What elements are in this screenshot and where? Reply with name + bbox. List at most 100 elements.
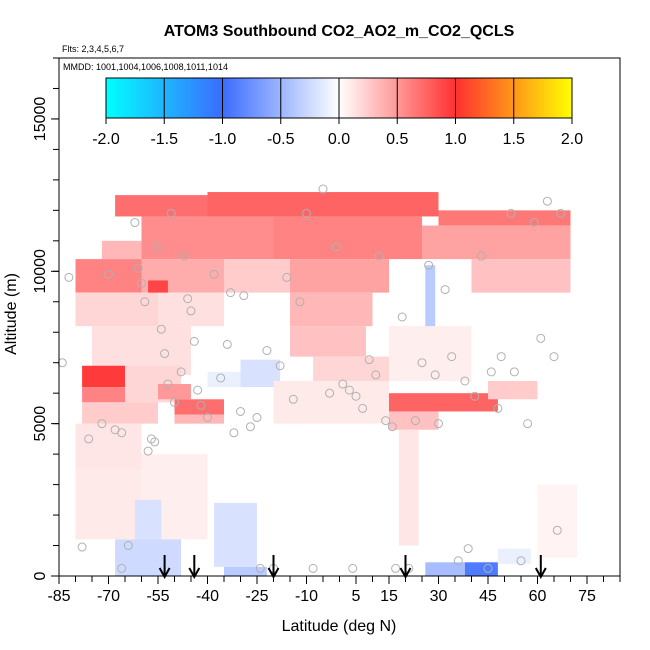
- x-axis-label: Latitude (deg N): [282, 618, 397, 635]
- colorbar-tick-label: 0.5: [386, 131, 408, 148]
- colorbar-tick-label: 1.0: [444, 131, 466, 148]
- heat-cell: [425, 562, 465, 576]
- heat-cell: [273, 216, 422, 260]
- data-point: [295, 297, 305, 307]
- data-point: [486, 367, 496, 377]
- heat-cell: [115, 539, 182, 576]
- heat-cell: [82, 387, 125, 403]
- heat-cell: [224, 566, 267, 576]
- x-tick-label: 45: [479, 588, 497, 605]
- data-point: [189, 336, 199, 346]
- data-point: [506, 208, 516, 218]
- data-point: [193, 385, 203, 395]
- y-tick-label: 10000: [32, 249, 49, 294]
- arrow-marker: [188, 555, 201, 580]
- data-point: [549, 352, 559, 362]
- data-point: [463, 544, 473, 554]
- data-point: [160, 349, 170, 359]
- data-point: [222, 339, 232, 349]
- heat-cell: [101, 240, 142, 260]
- heat-cell: [425, 265, 436, 363]
- arrow-head: [534, 567, 547, 580]
- colorbar-tick-label: 0.0: [328, 131, 350, 148]
- data-point: [302, 208, 311, 218]
- heat-cell: [158, 384, 191, 400]
- flights-label: Flts: 2,3,4,5,6,7: [62, 44, 124, 54]
- data-point: [153, 242, 163, 252]
- x-tick-label: 15: [380, 588, 398, 605]
- colorbar-tick-label: -1.0: [209, 131, 237, 148]
- data-point: [460, 376, 470, 386]
- data-point: [374, 251, 384, 261]
- data-point: [226, 288, 236, 298]
- colorbar-tick-label: -0.5: [267, 131, 295, 148]
- data-point: [387, 422, 397, 432]
- data-point: [166, 208, 176, 218]
- data-point: [556, 208, 566, 218]
- x-tick-label: -40: [196, 588, 219, 605]
- data-point: [338, 379, 348, 389]
- data-point: [262, 346, 272, 356]
- heat-cell: [174, 414, 224, 424]
- data-point: [183, 294, 193, 304]
- data-point: [358, 403, 368, 413]
- data-point: [77, 542, 87, 552]
- data-point: [331, 242, 341, 252]
- data-point: [440, 285, 450, 295]
- data-point: [493, 403, 503, 413]
- heat-cell: [537, 484, 578, 558]
- data-point: [496, 352, 506, 362]
- heat-cell: [290, 326, 366, 357]
- x-tick-label: 30: [430, 588, 448, 605]
- chart-title: ATOM3 Southbound CO2_AO2_m_CO2_QCLS: [164, 23, 515, 40]
- data-point: [552, 525, 562, 535]
- data-point: [430, 370, 440, 380]
- data-point: [245, 422, 255, 432]
- data-point: [308, 563, 318, 573]
- data-point: [509, 367, 519, 377]
- colorbar-tick-label: 1.5: [503, 131, 525, 148]
- heat-cell: [75, 423, 142, 470]
- data-point: [176, 367, 186, 377]
- data-point: [117, 428, 127, 438]
- data-point: [146, 434, 156, 444]
- heat-cell: [75, 259, 142, 293]
- data-point: [523, 419, 533, 429]
- data-point: [470, 391, 480, 401]
- heat-cell: [158, 292, 224, 327]
- plot-cells: [75, 192, 578, 576]
- data-point: [453, 556, 463, 566]
- x-tick-label: -25: [245, 588, 268, 605]
- heat-cell: [389, 326, 472, 381]
- data-point: [364, 355, 374, 365]
- heat-cell: [497, 548, 531, 564]
- data-point: [216, 373, 226, 383]
- data-point: [255, 563, 265, 573]
- x-tick-label: -70: [97, 588, 120, 605]
- arrow-marker: [399, 555, 412, 580]
- x-tick-label: 60: [529, 588, 547, 605]
- data-point: [476, 251, 486, 261]
- x-axis: -85 -70 -55 -40 -25 -10 5 15 30 45 60 75: [47, 576, 621, 605]
- colorbar-ticks: -2.0 -1.5 -1.0 -0.5 0.0 0.5 1.0 1.5 2.0: [92, 78, 583, 148]
- data-point: [203, 413, 212, 423]
- data-point: [140, 297, 150, 307]
- heat-cell: [313, 356, 389, 381]
- data-point: [348, 563, 358, 573]
- data-point: [179, 251, 189, 261]
- heat-cell: [398, 429, 419, 546]
- data-point: [275, 361, 285, 371]
- y-tick-label: 0: [32, 571, 49, 580]
- data-point: [447, 352, 457, 362]
- data-point: [133, 263, 143, 273]
- heat-cell: [438, 210, 571, 226]
- data-point: [130, 218, 140, 228]
- data-point: [163, 379, 173, 389]
- heat-cell: [422, 225, 571, 260]
- heat-cell: [290, 292, 373, 327]
- arrow-marker: [158, 555, 171, 580]
- heat-cell: [82, 402, 158, 424]
- data-point: [239, 291, 249, 301]
- data-point: [156, 324, 166, 334]
- data-point: [252, 413, 262, 423]
